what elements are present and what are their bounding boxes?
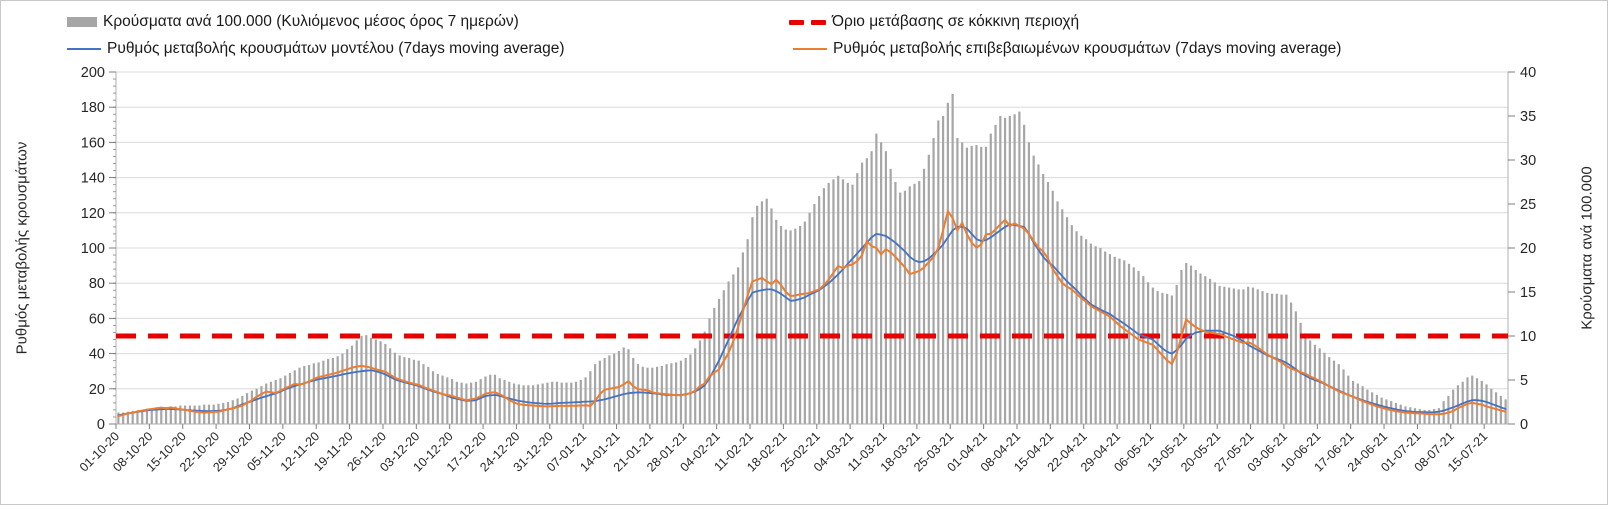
- svg-text:0: 0: [97, 417, 105, 433]
- svg-text:35: 35: [1520, 109, 1536, 125]
- model-line-series: [117, 223, 1507, 417]
- svg-text:40: 40: [89, 347, 105, 363]
- orange-line-swatch-icon: [793, 47, 827, 51]
- svg-text:0: 0: [1520, 417, 1528, 433]
- svg-text:120: 120: [81, 206, 105, 222]
- svg-text:5: 5: [1520, 373, 1528, 389]
- svg-text:60: 60: [89, 311, 105, 327]
- legend-item-red-threshold: Όριο μετάβασης σε κόκκινη περιοχή: [789, 12, 1079, 32]
- legend-label: Ρυθμός μεταβολής κρουσμάτων μοντέλου (7d…: [107, 40, 565, 57]
- legend-item-model-rate: Ρυθμός μεταβολής κρουσμάτων μοντέλου (7d…: [67, 39, 565, 59]
- svg-text:25: 25: [1520, 197, 1536, 213]
- svg-text:20: 20: [89, 382, 105, 398]
- right-axis-tick-labels: 0 5 10 15 20 25 30 35 40: [1520, 65, 1536, 433]
- legend-item-cases-per-100k: Κρούσματα ανά 100.000 (Κυλιόμενος μέσος …: [67, 12, 519, 32]
- legend-label: Ρυθμός μεταβολής επιβεβαιωμένων κρουσμάτ…: [833, 40, 1342, 57]
- svg-text:140: 140: [81, 171, 105, 187]
- legend-label: Κρούσματα ανά 100.000 (Κυλιόμενος μέσος …: [103, 13, 519, 30]
- svg-text:100: 100: [81, 241, 105, 257]
- gridlines: [116, 71, 1508, 390]
- bar-swatch-icon: [67, 17, 97, 27]
- x-axis-tick-labels: 01-10-2008-10-2015-10-2022-10-2029-10-20…: [77, 429, 1490, 474]
- legend-item-confirmed-rate: Ρυθμός μεταβολής επιβεβαιωμένων κρουσμάτ…: [793, 39, 1341, 59]
- bars-series: [117, 94, 1507, 425]
- svg-text:80: 80: [89, 276, 105, 292]
- svg-text:20: 20: [1520, 241, 1536, 257]
- confirmed-line-series: [117, 210, 1507, 418]
- left-axis-tick-labels: 0 20 40 60 80 100 120 140 160 180 200: [81, 65, 105, 433]
- svg-text:10: 10: [1520, 329, 1536, 345]
- svg-text:15: 15: [1520, 285, 1536, 301]
- svg-text:160: 160: [81, 135, 105, 151]
- dashed-line-swatch-icon: [789, 19, 826, 25]
- legend-label: Όριο μετάβασης σε κόκκινη περιοχή: [832, 13, 1080, 30]
- blue-line-swatch-icon: [67, 47, 101, 51]
- svg-text:180: 180: [81, 100, 105, 116]
- svg-text:30: 30: [1520, 153, 1536, 169]
- svg-text:200: 200: [81, 65, 105, 81]
- svg-text:40: 40: [1520, 65, 1536, 81]
- axis-ticks: [109, 71, 1515, 429]
